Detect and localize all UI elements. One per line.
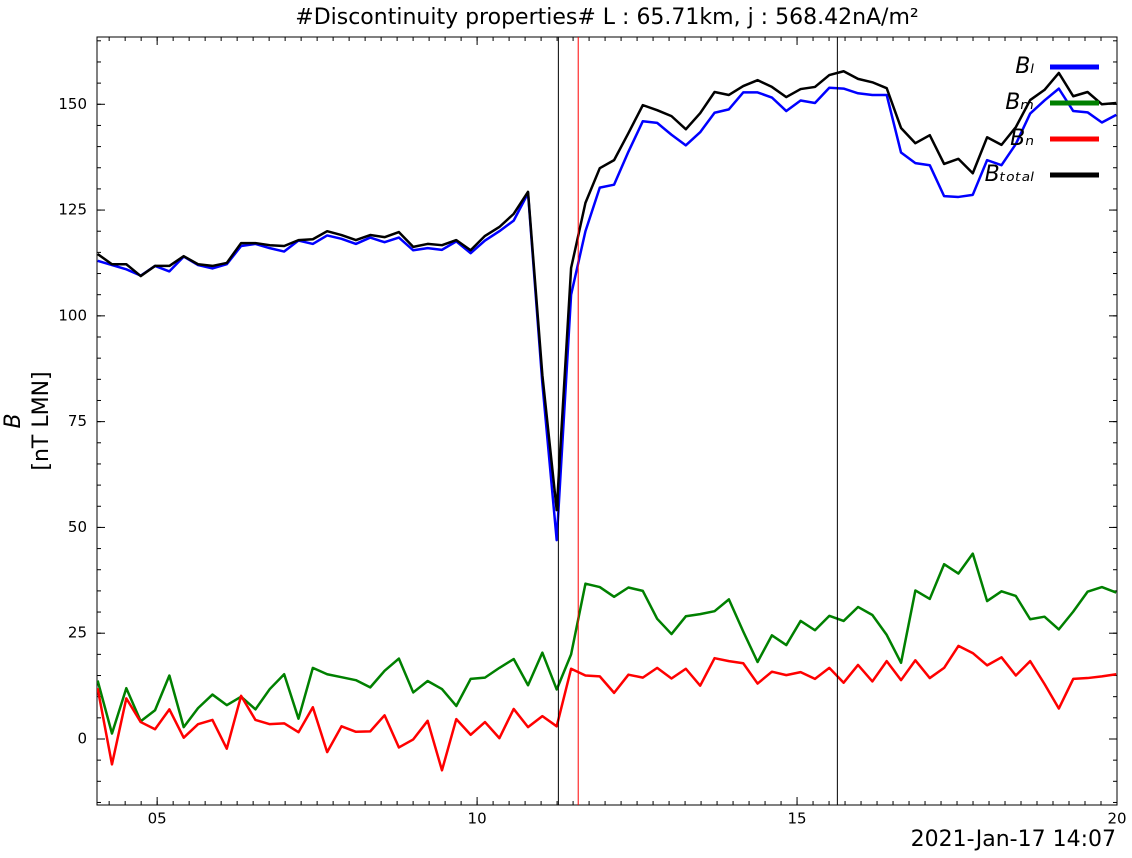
y-tick-label: 50 bbox=[68, 518, 87, 536]
y-tick-label: 0 bbox=[77, 729, 87, 747]
series-line bbox=[97, 86, 1117, 542]
legend-label: Bₜₒₜₐₗ bbox=[985, 162, 1035, 187]
x-tick-label: 20 bbox=[1107, 810, 1126, 828]
y-tick-label: 100 bbox=[58, 306, 87, 324]
y-tick-label: 25 bbox=[68, 624, 87, 642]
y-tick-label: 150 bbox=[58, 95, 87, 113]
legend-label: Bₙ bbox=[1010, 126, 1034, 151]
series-line bbox=[97, 552, 1117, 735]
chart-title: #Discontinuity properties# L : 65.71km, … bbox=[295, 5, 918, 30]
legend-label: Bₗ bbox=[1015, 54, 1034, 79]
x-tick-label: 10 bbox=[468, 810, 487, 828]
y-axis-units: [nT LMN] bbox=[29, 371, 54, 470]
series-line bbox=[97, 644, 1117, 772]
y-axis-label: B bbox=[1, 413, 26, 428]
y-tick-label: 75 bbox=[68, 412, 87, 430]
series-line bbox=[97, 70, 1117, 512]
legend-label: Bₘ bbox=[1005, 90, 1034, 115]
x-tick-label: 05 bbox=[148, 810, 167, 828]
plot-area bbox=[97, 37, 1117, 805]
plot-frame bbox=[96, 36, 1118, 806]
x-tick-label: 15 bbox=[788, 810, 807, 828]
y-tick-label: 125 bbox=[58, 201, 87, 219]
date-footer: 2021-Jan-17 14:07 bbox=[911, 827, 1116, 852]
